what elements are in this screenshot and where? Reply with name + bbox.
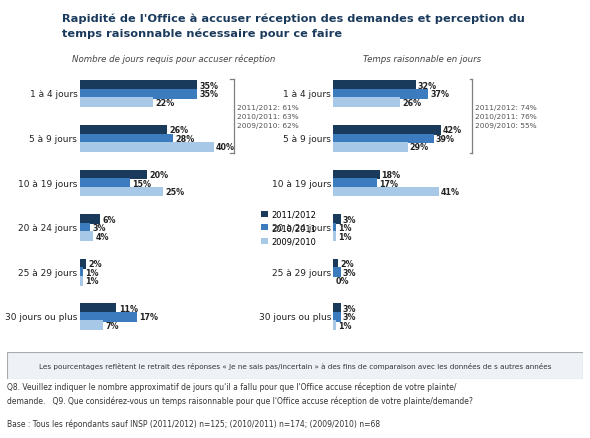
Bar: [333, 143, 408, 152]
Text: 5 à 9 jours: 5 à 9 jours: [283, 134, 331, 144]
Bar: [333, 268, 341, 278]
Bar: [333, 90, 428, 99]
Text: 1%: 1%: [337, 232, 351, 241]
Text: 3%: 3%: [343, 313, 356, 321]
Bar: [333, 98, 400, 108]
Bar: [333, 312, 341, 322]
Text: 3%: 3%: [343, 215, 356, 224]
Text: 17%: 17%: [379, 179, 398, 188]
Text: 10 à 19 jours: 10 à 19 jours: [18, 179, 77, 188]
Bar: [80, 223, 90, 233]
Bar: [80, 232, 93, 241]
Bar: [333, 134, 434, 144]
Text: 2%: 2%: [88, 260, 102, 268]
Bar: [80, 312, 136, 322]
Text: Temps raisonnable en jours: Temps raisonnable en jours: [363, 55, 481, 64]
Bar: [80, 187, 163, 197]
Text: 11%: 11%: [119, 304, 138, 313]
Legend: 2011/2012, 2010/2011, 2009/2010: 2011/2012, 2010/2011, 2009/2010: [261, 210, 316, 246]
Bar: [80, 134, 173, 144]
Bar: [80, 143, 214, 152]
Bar: [333, 223, 336, 233]
Bar: [80, 179, 130, 188]
Text: 29%: 29%: [409, 143, 429, 152]
Bar: [80, 268, 83, 278]
Bar: [333, 304, 341, 314]
FancyBboxPatch shape: [7, 352, 583, 379]
Text: 20 à 24 jours: 20 à 24 jours: [272, 224, 331, 233]
Bar: [80, 259, 86, 269]
Text: 2011/2012: 74%
2010/2011: 76%
2009/2010: 55%: 2011/2012: 74% 2010/2011: 76% 2009/2010:…: [475, 105, 536, 129]
Text: 25%: 25%: [166, 187, 185, 197]
Text: 25 à 29 jours: 25 à 29 jours: [18, 268, 77, 277]
Bar: [333, 126, 441, 135]
Bar: [80, 98, 153, 108]
Bar: [333, 215, 341, 225]
Text: 35%: 35%: [199, 81, 218, 91]
Text: 7%: 7%: [106, 321, 119, 330]
Text: 28%: 28%: [176, 134, 195, 144]
Text: Base : Tous les répondants sauf INSP (2011/2012) n=125; (2010/2011) n=174; (2009: Base : Tous les répondants sauf INSP (20…: [7, 418, 380, 428]
Bar: [333, 232, 336, 241]
Bar: [333, 179, 377, 188]
Text: 32%: 32%: [417, 81, 437, 91]
Text: 2%: 2%: [340, 260, 354, 268]
Bar: [333, 321, 336, 331]
Text: 3%: 3%: [92, 224, 106, 233]
Text: 41%: 41%: [441, 187, 460, 197]
Text: 1%: 1%: [337, 321, 351, 330]
Text: 35%: 35%: [199, 90, 218, 99]
Text: 37%: 37%: [430, 90, 449, 99]
Bar: [333, 170, 379, 180]
Bar: [333, 187, 439, 197]
Bar: [80, 170, 146, 180]
Text: 20%: 20%: [149, 171, 168, 180]
Text: 10 à 19 jours: 10 à 19 jours: [272, 179, 331, 188]
Text: 1 à 4 jours: 1 à 4 jours: [30, 90, 77, 99]
Text: 1%: 1%: [86, 276, 99, 286]
Bar: [80, 321, 103, 331]
Bar: [333, 259, 339, 269]
Text: 1%: 1%: [337, 224, 351, 233]
Text: 30 jours ou plus: 30 jours ou plus: [259, 313, 331, 321]
Text: 1 à 4 jours: 1 à 4 jours: [283, 90, 331, 99]
Text: 26%: 26%: [402, 99, 421, 108]
Bar: [80, 304, 116, 314]
Bar: [80, 90, 197, 99]
Text: 20 à 24 jours: 20 à 24 jours: [18, 224, 77, 233]
Text: 22%: 22%: [156, 99, 175, 108]
Text: 0%: 0%: [335, 276, 349, 286]
Text: 5 à 9 jours: 5 à 9 jours: [30, 134, 77, 144]
Text: 26%: 26%: [169, 126, 188, 135]
Text: 17%: 17%: [139, 313, 158, 321]
Text: Ipsos: Ipsos: [14, 28, 44, 38]
Text: 18%: 18%: [381, 171, 401, 180]
Text: 6%: 6%: [102, 215, 116, 224]
Text: 42%: 42%: [443, 126, 462, 135]
Text: Q8. Veuillez indiquer le nombre approximatif de jours qu'il a fallu pour que l'O: Q8. Veuillez indiquer le nombre approxim…: [7, 382, 473, 405]
Text: Nombre de jours requis pour accuser réception: Nombre de jours requis pour accuser réce…: [73, 54, 276, 64]
Text: 1%: 1%: [86, 268, 99, 277]
Text: 30 jours ou plus: 30 jours ou plus: [5, 313, 77, 321]
Bar: [80, 81, 197, 91]
Text: Les pourcentages reflètent le retrait des réponses « Je ne sais pas/incertain » : Les pourcentages reflètent le retrait de…: [39, 362, 551, 369]
Text: 40%: 40%: [216, 143, 235, 152]
Text: 3%: 3%: [343, 304, 356, 313]
Text: Rapidité de l'Office à accuser réception des demandes et perception du
temps rai: Rapidité de l'Office à accuser réception…: [62, 14, 525, 39]
Bar: [80, 215, 100, 225]
Text: 25 à 29 jours: 25 à 29 jours: [272, 268, 331, 277]
Text: 2011/2012: 61%
2010/2011: 63%
2009/2010: 62%: 2011/2012: 61% 2010/2011: 63% 2009/2010:…: [237, 105, 299, 129]
Text: 15%: 15%: [132, 179, 151, 188]
Bar: [333, 81, 415, 91]
Text: 3%: 3%: [343, 268, 356, 277]
Text: 4%: 4%: [96, 232, 109, 241]
Text: 39%: 39%: [435, 134, 454, 144]
Bar: [80, 126, 167, 135]
Bar: [80, 276, 83, 286]
